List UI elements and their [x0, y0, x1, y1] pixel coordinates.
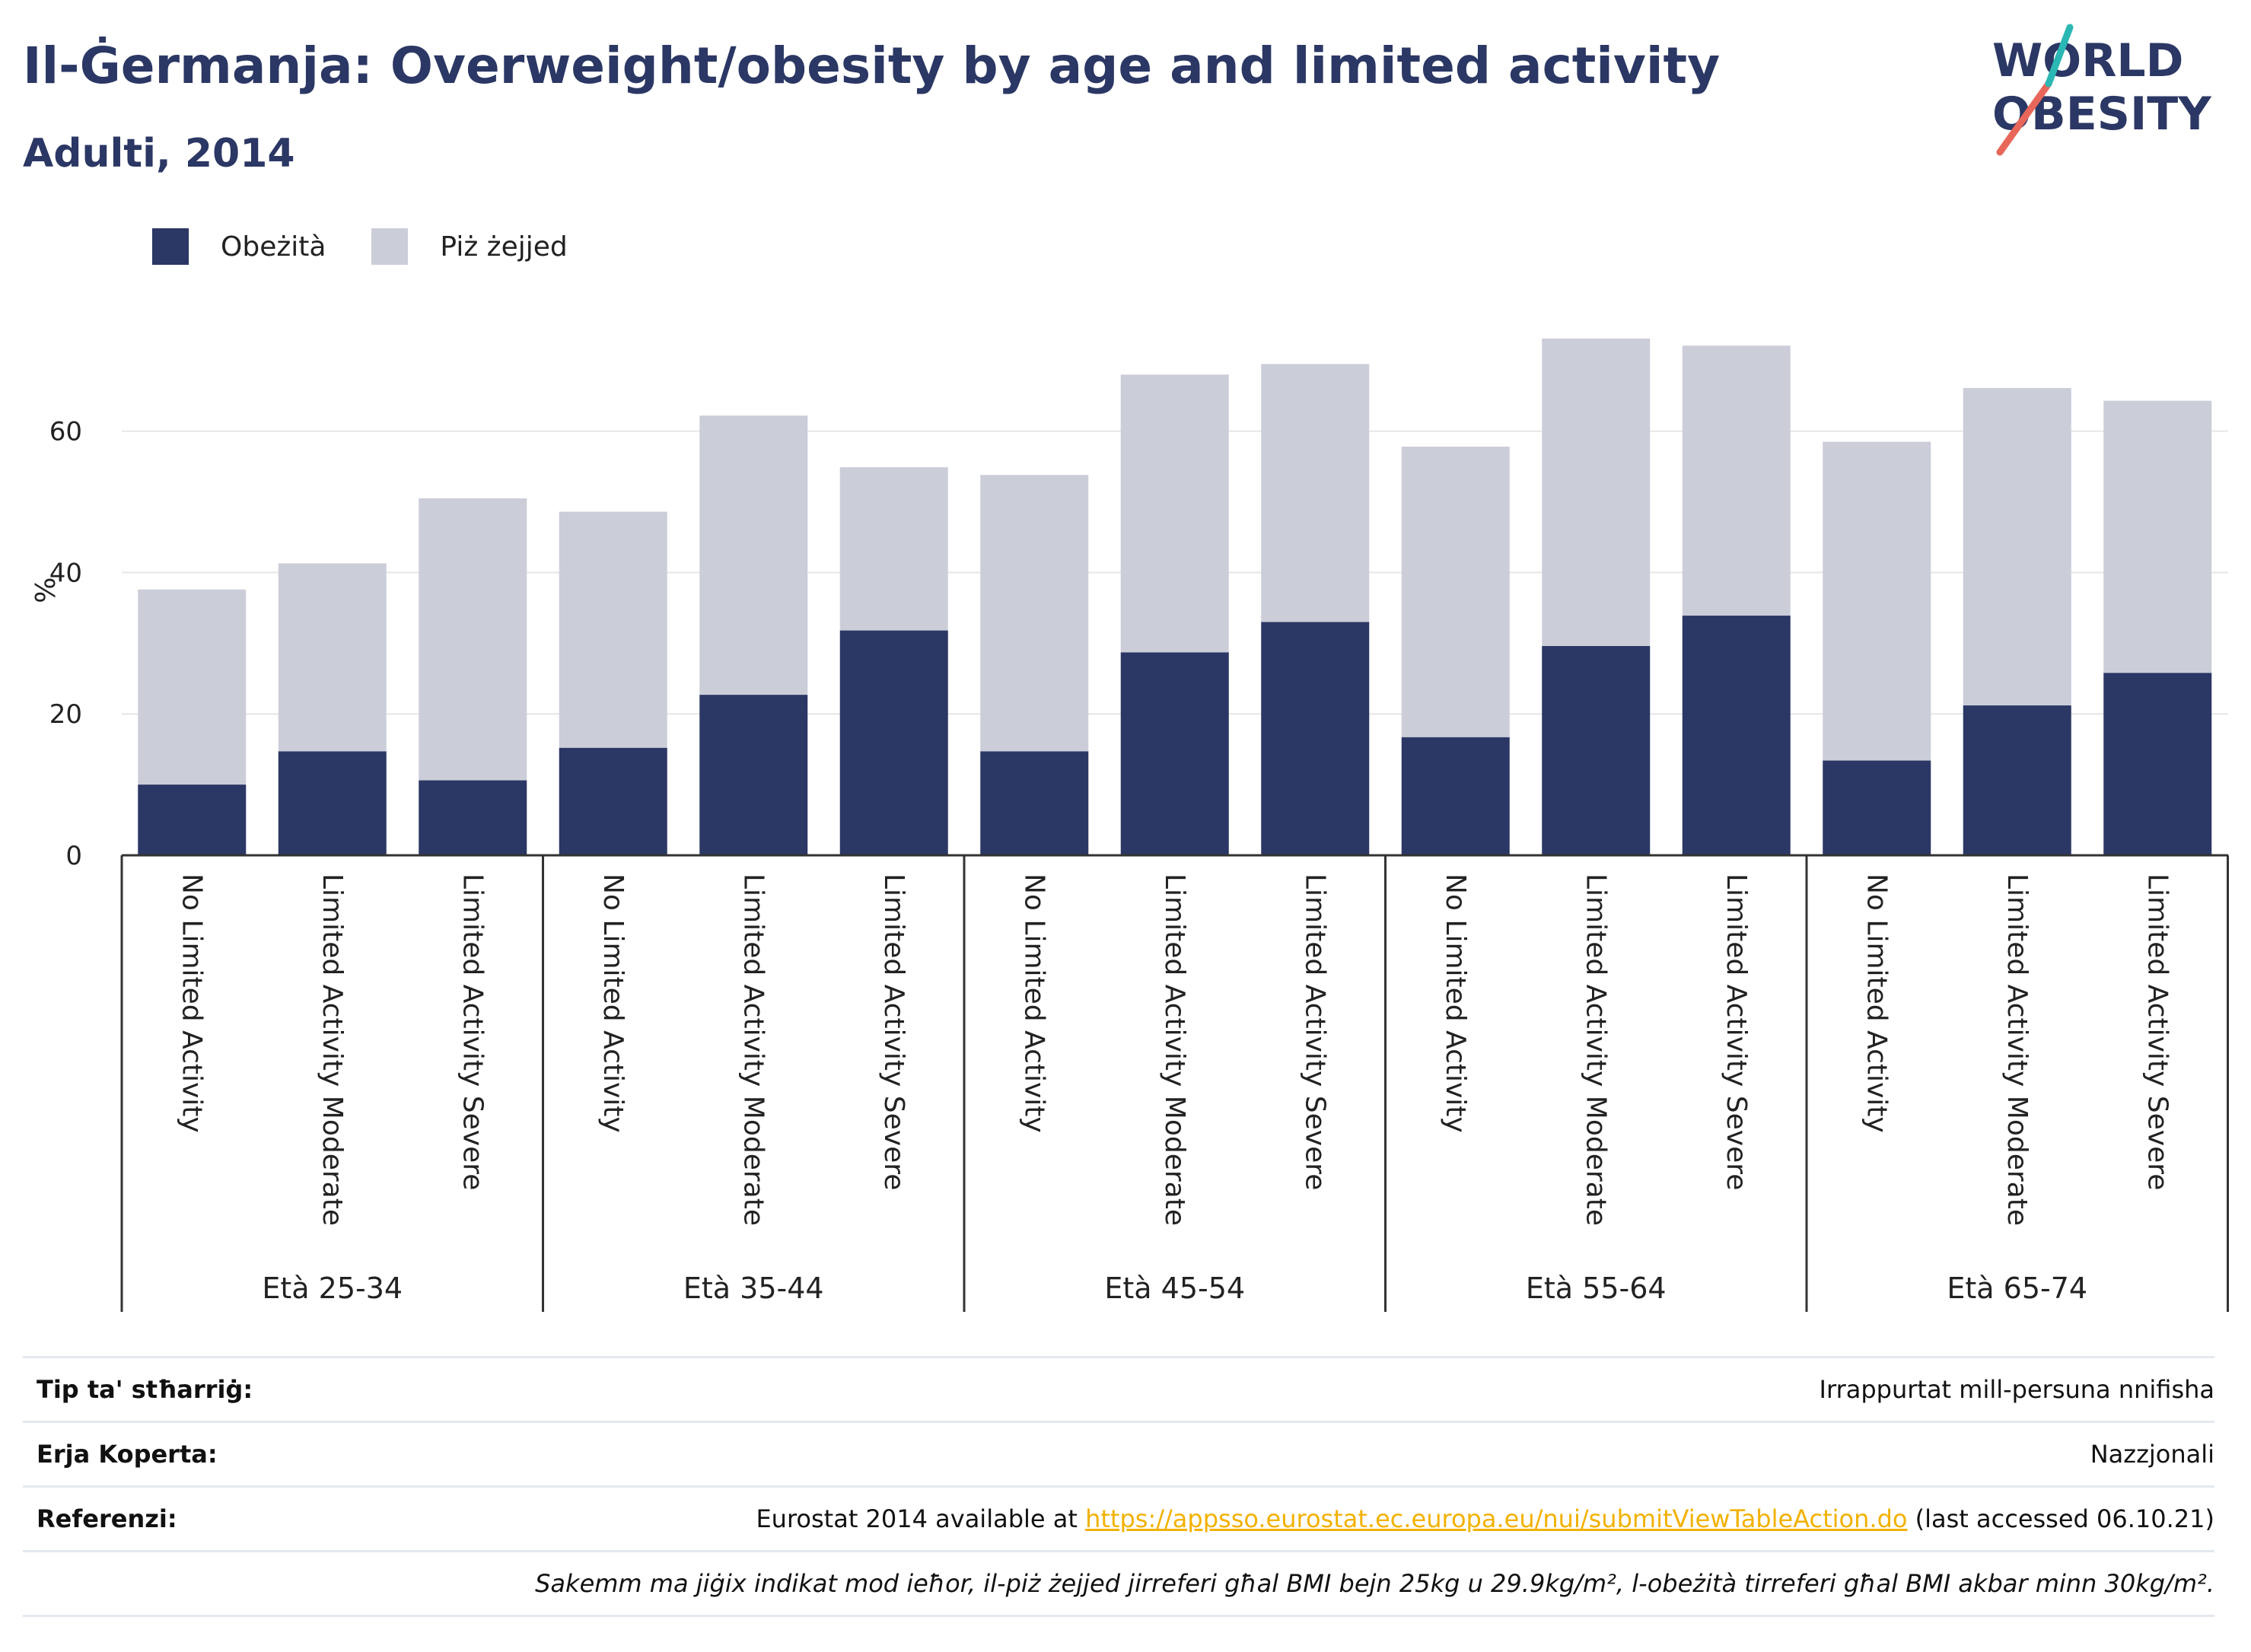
bar-obesity — [699, 695, 808, 855]
bar-overweight — [559, 511, 667, 748]
bar-obesity — [419, 780, 527, 855]
info-label: Tip ta' stħarriġ: — [37, 1375, 253, 1404]
x-tick-label: Limited Activity Severe — [1299, 874, 1330, 1190]
chart-legend: Obeżità Piż żejjed — [152, 225, 613, 268]
info-row-references: Referenzi: Eurostat 2014 available at ht… — [23, 1485, 2214, 1550]
bar-obesity — [1401, 737, 1510, 855]
info-table: Tip ta' stħarriġ: Irrappurtat mill-persu… — [23, 1356, 2214, 1617]
x-tick-label: Limited Activity Moderate — [1159, 874, 1190, 1226]
bar-overweight — [1823, 441, 1931, 761]
x-tick-label: Limited Activity Moderate — [737, 874, 769, 1226]
group-label: Età 65-74 — [1947, 1272, 2087, 1305]
group-label: Età 35-44 — [683, 1272, 824, 1305]
bar-overweight — [839, 466, 948, 631]
info-value: Eurostat 2014 available at https://appss… — [756, 1504, 2214, 1533]
reference-accessed: (last accessed 06.10.21) — [1907, 1504, 2214, 1533]
bar-overweight — [1963, 387, 2071, 706]
info-label: Referenzi: — [37, 1504, 177, 1533]
bar-overweight — [699, 415, 808, 695]
chart-subtitle: Adulti, 2014 — [23, 131, 295, 177]
legend-item-obesity[interactable]: Obeżità — [152, 228, 326, 265]
legend-item-overweight[interactable]: Piż żejjed — [371, 228, 568, 265]
bar-overweight — [1261, 364, 1370, 622]
bar-obesity — [980, 751, 1089, 855]
info-row-survey-type: Tip ta' stħarriġ: Irrappurtat mill-persu… — [23, 1356, 2214, 1421]
bar-overweight — [980, 475, 1089, 752]
legend-swatch-obesity — [152, 228, 189, 265]
bar-obesity — [138, 785, 247, 855]
bar-obesity — [2103, 673, 2212, 855]
world-obesity-logo: WORLD OBESITY — [1992, 24, 2212, 156]
x-tick-label: No Limited Activity — [176, 874, 207, 1133]
bar-overweight — [138, 589, 247, 785]
y-tick-label: 60 — [49, 417, 82, 447]
bar-obesity — [1261, 622, 1370, 855]
info-row-note: Sakemm ma jiġix indikat mod ieħor, il-pi… — [23, 1550, 2214, 1617]
bar-overweight — [1401, 447, 1510, 737]
bar-overweight — [278, 563, 387, 752]
bar-overweight — [419, 498, 527, 781]
group-label: Età 55-64 — [1526, 1272, 1667, 1305]
x-tick-label: Limited Activity Moderate — [317, 874, 348, 1226]
info-value: Nazzjonali — [2090, 1440, 2214, 1469]
stacked-bar-chart: 0 20 40 60% No Limited Activity Limited Activ… — [30, 338, 2229, 1312]
reference-link[interactable]: https://appsso.eurostat.ec.europa.eu/nui… — [1085, 1504, 1908, 1533]
info-value: Irrappurtat mill-persuna nnifisha — [1819, 1375, 2214, 1404]
x-tick-label: Limited Activity Severe — [878, 874, 909, 1190]
x-tick-label: Limited Activity Severe — [457, 874, 488, 1190]
bar-overweight — [1542, 338, 1651, 647]
bar-overweight — [1682, 345, 1791, 616]
x-tick-label: Limited Activity Severe — [2141, 874, 2173, 1190]
x-tick-label: No Limited Activity — [1861, 874, 1892, 1133]
y-tick-label: 40 — [49, 558, 82, 588]
bar-obesity — [278, 751, 387, 855]
bar-obesity — [1963, 705, 2071, 855]
x-tick-label: Limited Activity Severe — [1721, 874, 1752, 1190]
reference-text: Eurostat 2014 available at — [756, 1504, 1086, 1533]
bar-obesity — [1682, 616, 1791, 855]
y-axis-label: % — [30, 578, 62, 603]
bar-obesity — [1823, 760, 1931, 855]
bar-obesity — [1542, 646, 1651, 855]
legend-swatch-overweight — [371, 228, 409, 265]
bar-overweight — [1120, 374, 1229, 653]
bar-overweight — [2103, 400, 2212, 673]
x-tick-label: Limited Activity Moderate — [2001, 874, 2033, 1226]
chart-title: Il-Ġermanja: Overweight/obesity by age a… — [23, 37, 1721, 95]
info-row-area: Erja Koperta: Nazzjonali — [23, 1421, 2214, 1485]
bar-obesity — [1120, 652, 1229, 855]
x-tick-label: No Limited Activity — [597, 874, 629, 1133]
bar-obesity — [559, 747, 667, 855]
y-tick-label: 0 — [65, 841, 82, 871]
x-tick-label: No Limited Activity — [1018, 874, 1049, 1133]
x-tick-label: Limited Activity Moderate — [1580, 874, 1611, 1226]
logo-line1: WORLD — [1992, 34, 2183, 88]
group-label: Età 45-54 — [1104, 1272, 1245, 1305]
legend-label-obesity: Obeżità — [221, 231, 326, 263]
group-label: Età 25-34 — [262, 1272, 403, 1305]
legend-label-overweight: Piż żejjed — [440, 231, 568, 263]
definition-note: Sakemm ma jiġix indikat mod ieħor, il-pi… — [535, 1569, 2214, 1598]
y-tick-label: 20 — [49, 699, 82, 730]
info-label: Erja Koperta: — [37, 1440, 218, 1469]
x-tick-label: No Limited Activity — [1440, 874, 1471, 1133]
bar-obesity — [839, 630, 948, 855]
